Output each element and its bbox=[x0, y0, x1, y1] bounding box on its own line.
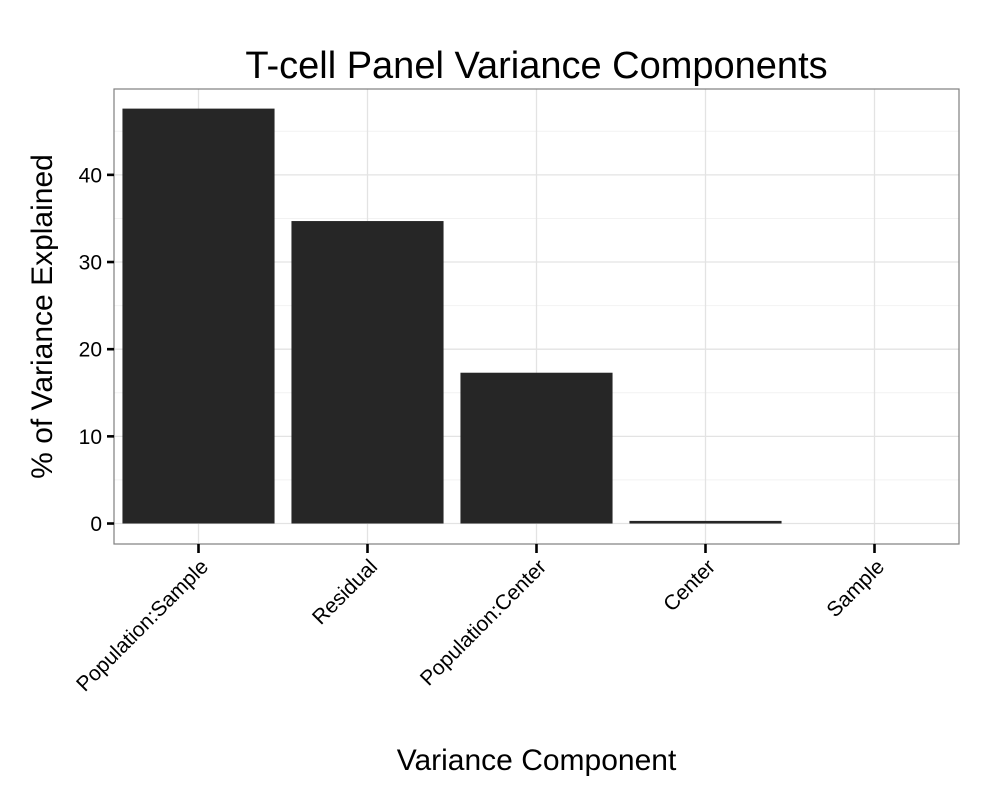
x-axis-title: Variance Component bbox=[397, 744, 677, 777]
x-tick-label: Center bbox=[659, 555, 720, 616]
x-tick-label: Population:Center bbox=[416, 555, 551, 690]
y-tick-label: 20 bbox=[79, 339, 102, 362]
y-axis-title: % of Variance Explained bbox=[26, 154, 59, 479]
bar-population-center bbox=[460, 372, 613, 524]
bars bbox=[122, 108, 782, 524]
bar-center bbox=[629, 520, 782, 524]
y-tick-label: 40 bbox=[79, 164, 102, 187]
bar-population-sample bbox=[122, 108, 275, 524]
x-tick-label: Sample bbox=[822, 555, 889, 622]
chart-title: T-cell Panel Variance Components bbox=[245, 45, 827, 87]
bar-residual bbox=[291, 221, 444, 524]
y-tick-label: 10 bbox=[79, 426, 102, 449]
y-tick-label: 0 bbox=[90, 513, 102, 536]
x-tick-label: Residual bbox=[308, 555, 382, 629]
y-tick-label: 30 bbox=[79, 252, 102, 275]
x-tick-label: Population:Sample bbox=[72, 555, 213, 696]
